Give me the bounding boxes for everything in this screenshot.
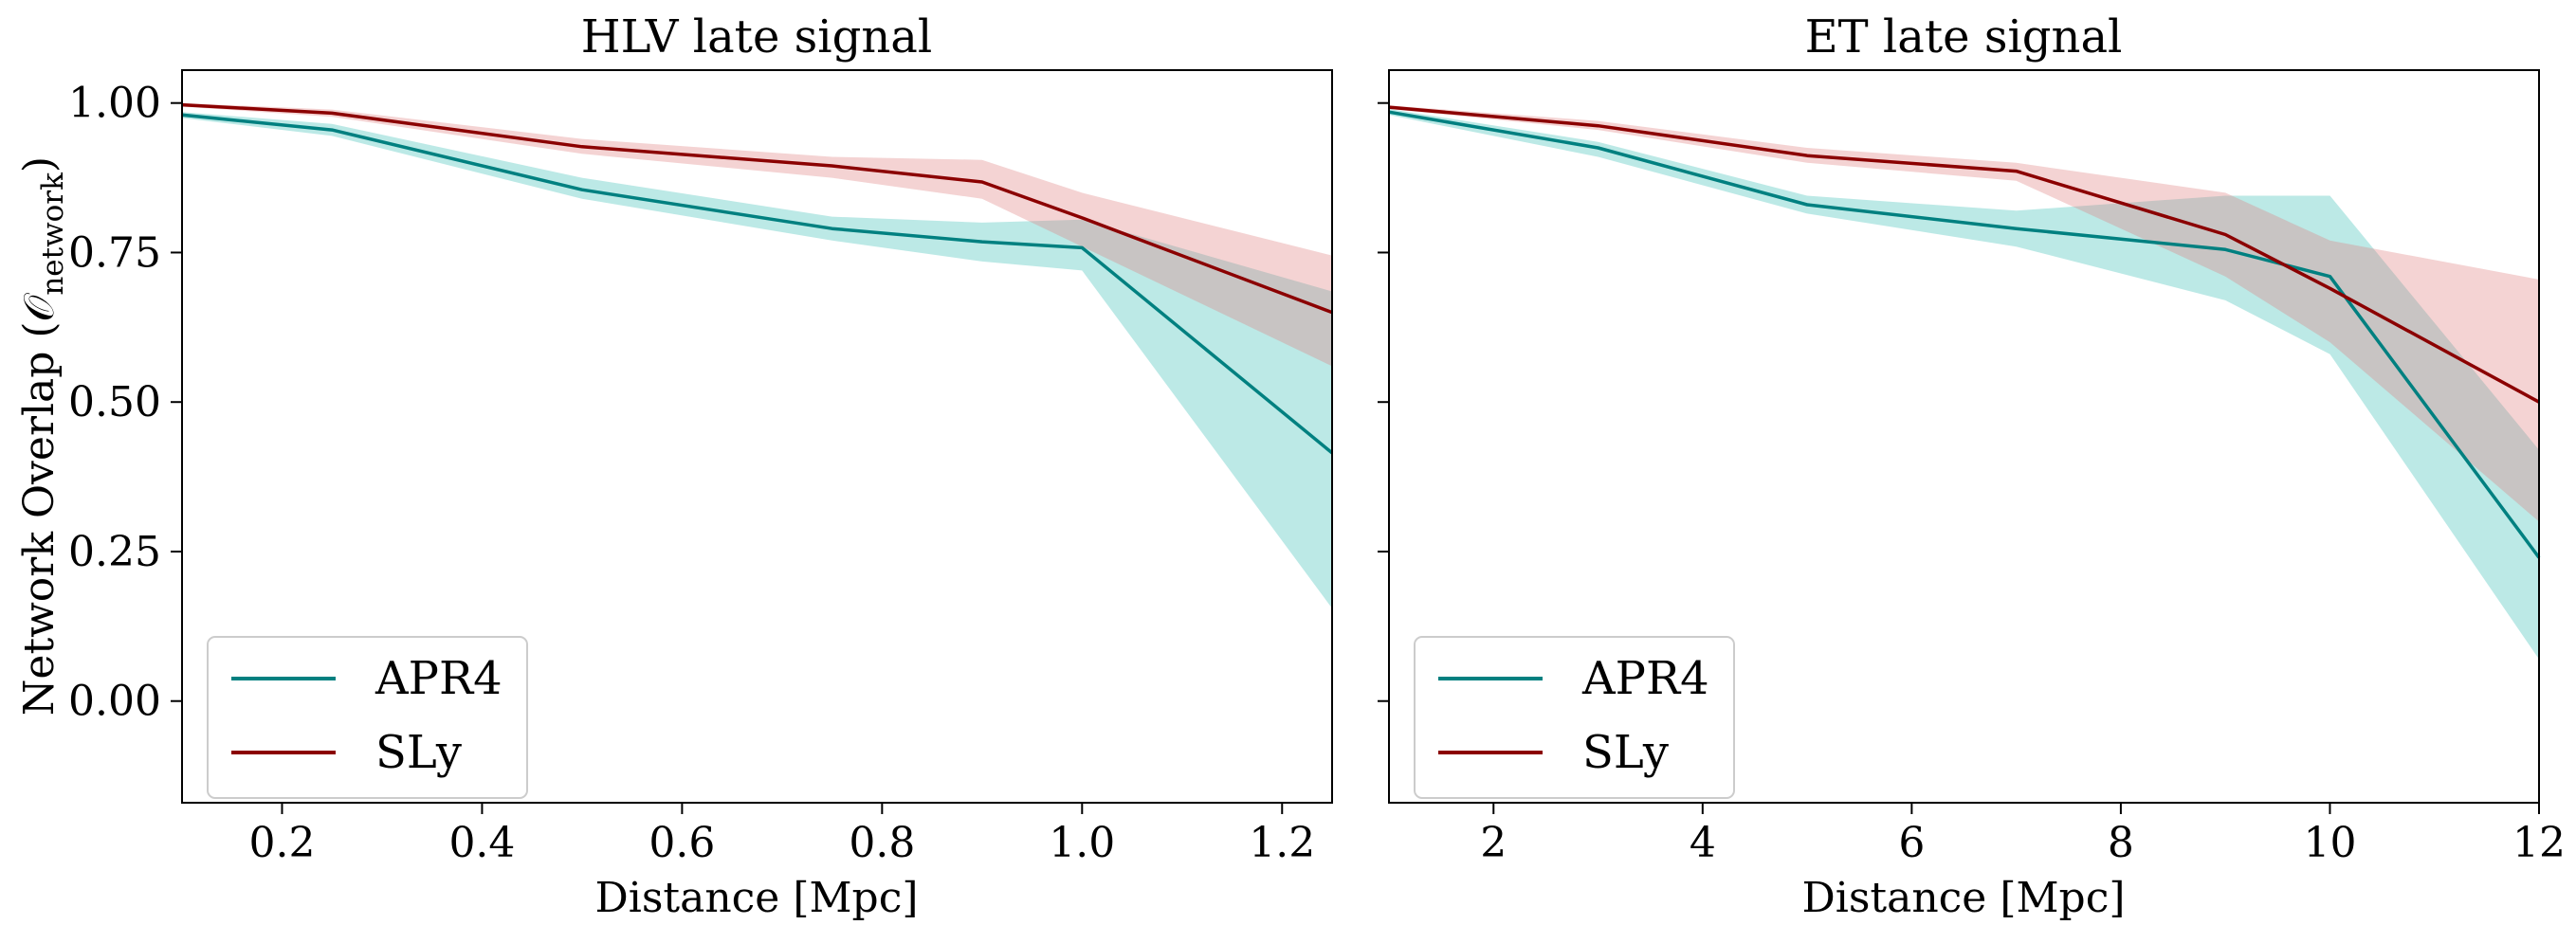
x-tick-label: 4 <box>1690 819 1716 867</box>
panel-title: HLV late signal <box>581 10 932 63</box>
x-tick-label: 8 <box>2108 819 2134 867</box>
y-tick-label: 0.75 <box>68 228 161 277</box>
legend-label-apr4: APR4 <box>375 652 502 705</box>
x-axis-label: Distance [Mpc] <box>594 874 918 922</box>
plot-frame <box>1388 69 2540 804</box>
plot-frame <box>181 69 1333 804</box>
y-axis-label: Network Overlap (𝒪network) <box>15 156 70 716</box>
x-tick-label: 0.2 <box>248 819 315 867</box>
y-tick-label: 0.50 <box>68 378 161 426</box>
y-tick-label: 0.25 <box>68 528 161 576</box>
legend: APR4 SLy <box>1414 636 1735 799</box>
legend-label-sly: SLy <box>375 726 462 779</box>
x-axis-label: Distance [Mpc] <box>1801 874 2125 922</box>
series-line-sly <box>1388 105 2540 404</box>
legend-label-apr4: APR4 <box>1581 652 1709 705</box>
y-axis-label-main: Network Overlap (𝒪 <box>15 292 64 716</box>
panel-hlv: 0.2 0.4 0.6 0.8 1.0 1.2 0.000.250.500.751.00 … <box>68 10 1334 922</box>
band-sly <box>182 102 1332 367</box>
panel-title: ET late signal <box>1805 10 2123 63</box>
panel-et: 2 4 6 8 10 12 ET late signal Distance [Mpc] A… <box>1378 10 2566 922</box>
x-tick-label: 1.0 <box>1049 819 1115 867</box>
y-tick-label: 1.00 <box>68 80 161 128</box>
y-axis-label-close: ) <box>15 156 64 172</box>
band-sly <box>1389 105 2539 522</box>
x-tick-label: 12 <box>2512 819 2566 867</box>
y-axis-label-subscript: network <box>36 172 70 296</box>
x-tick-label: 0.8 <box>849 819 915 867</box>
x-tick-label: 10 <box>2303 819 2356 867</box>
series-line-apr4 <box>181 113 1334 455</box>
y-tick-label: 0.00 <box>68 678 161 726</box>
series-line-apr4 <box>1388 110 2541 559</box>
x-tick-label: 2 <box>1480 819 1507 867</box>
series-line-sly <box>181 102 1333 315</box>
x-tick-label: 0.6 <box>649 819 715 867</box>
x-tick-label: 6 <box>1898 819 1925 867</box>
x-tick-label: 0.4 <box>448 819 515 867</box>
legend: APR4 SLy <box>207 636 528 799</box>
band-apr4 <box>182 112 1332 608</box>
x-tick-label: 1.2 <box>1249 819 1315 867</box>
legend-label-sly: SLy <box>1582 726 1669 779</box>
band-apr4 <box>1389 109 2539 660</box>
